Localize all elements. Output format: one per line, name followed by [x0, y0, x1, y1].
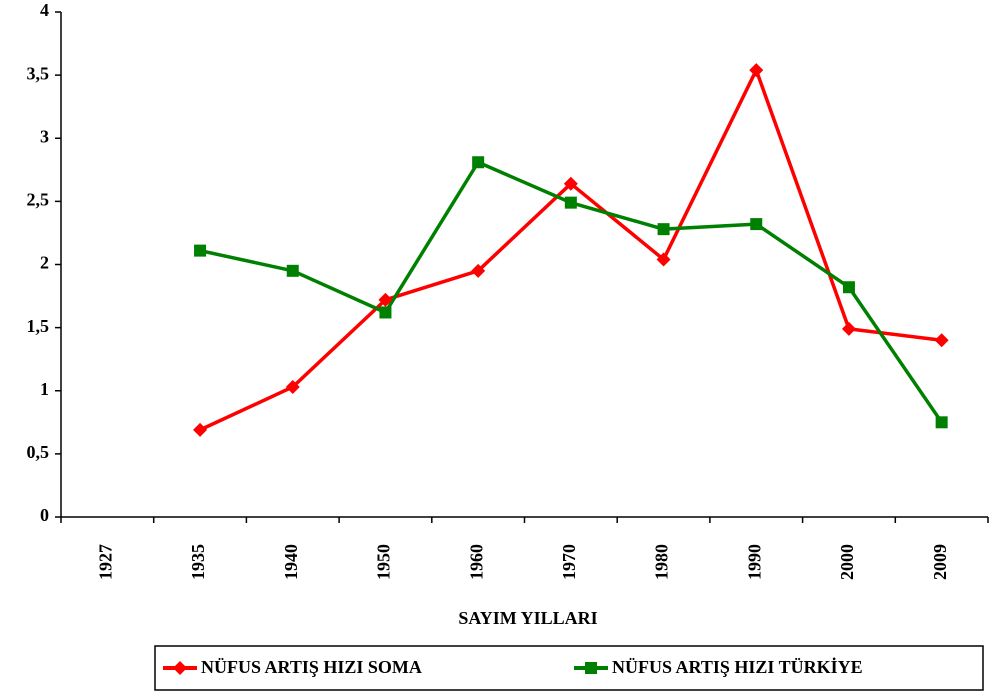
x-tick-label: 1970	[559, 544, 579, 580]
data-point	[935, 416, 948, 429]
data-point	[841, 321, 856, 336]
x-tick-label: 1935	[188, 544, 208, 580]
x-tick-label: 1990	[744, 544, 764, 580]
data-point	[934, 333, 949, 348]
data-point	[563, 176, 578, 191]
data-point	[378, 292, 393, 307]
data-point	[749, 63, 764, 78]
y-tick-label: 3	[40, 126, 49, 146]
data-point	[472, 156, 485, 169]
x-axis-title: SAYIM YILLARI	[458, 608, 597, 628]
data-point	[285, 379, 300, 394]
y-tick-label: 2,5	[27, 190, 50, 210]
data-point	[194, 244, 207, 257]
data-point	[471, 263, 486, 278]
legend-label: NÜFUS ARTIŞ HIZI TÜRKİYE	[612, 657, 863, 677]
y-tick-label: 4	[40, 0, 49, 20]
data-point	[193, 422, 208, 437]
y-tick-label: 0	[40, 505, 49, 525]
data-point	[656, 252, 671, 267]
data-point	[564, 196, 577, 209]
x-tick-label: 1940	[281, 544, 301, 580]
y-tick-label: 1	[40, 379, 49, 399]
data-point	[842, 281, 855, 294]
x-tick-label: 1960	[466, 544, 486, 580]
x-tick-label: 2009	[930, 544, 950, 580]
x-tick-label: 1950	[374, 544, 394, 580]
data-point	[657, 223, 670, 236]
x-tick-label: 1927	[95, 544, 115, 580]
y-tick-label: 0,5	[27, 442, 50, 462]
data-point	[286, 264, 299, 277]
x-tick-label: 2000	[837, 544, 857, 580]
legend-label: NÜFUS ARTIŞ HIZI SOMA	[201, 657, 422, 677]
y-tick-label: 1,5	[27, 316, 50, 336]
y-tick-label: 2	[40, 253, 49, 273]
data-point	[750, 218, 763, 231]
legend-box	[154, 645, 984, 691]
y-tick-label: 3,5	[27, 63, 50, 83]
legend-marker	[173, 661, 187, 675]
legend-marker	[585, 662, 597, 674]
data-point	[379, 306, 392, 319]
x-tick-label: 1980	[652, 544, 672, 580]
series-line	[199, 68, 942, 432]
